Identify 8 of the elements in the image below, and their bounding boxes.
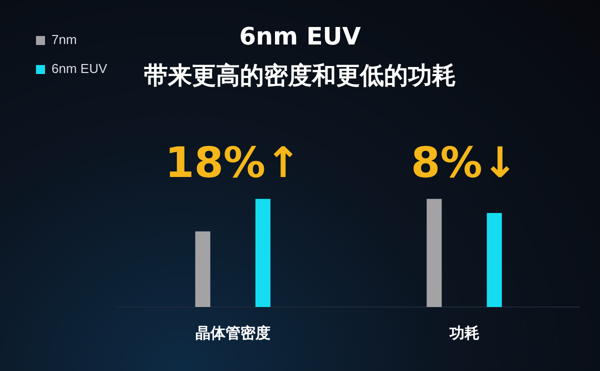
legend-label: 6nm EUV	[52, 61, 108, 76]
text: 8%↓	[411, 138, 518, 187]
chart-title: 6nm EUV	[239, 22, 362, 51]
x-tick-label: 功耗	[448, 325, 480, 342]
chart-subtitle: 带来更高的密度和更低的功耗	[144, 61, 456, 90]
legend-label: 7nm	[52, 32, 77, 48]
text: 18%↑	[164, 138, 301, 187]
x-tick-label: 晶体管密度	[195, 324, 270, 342]
